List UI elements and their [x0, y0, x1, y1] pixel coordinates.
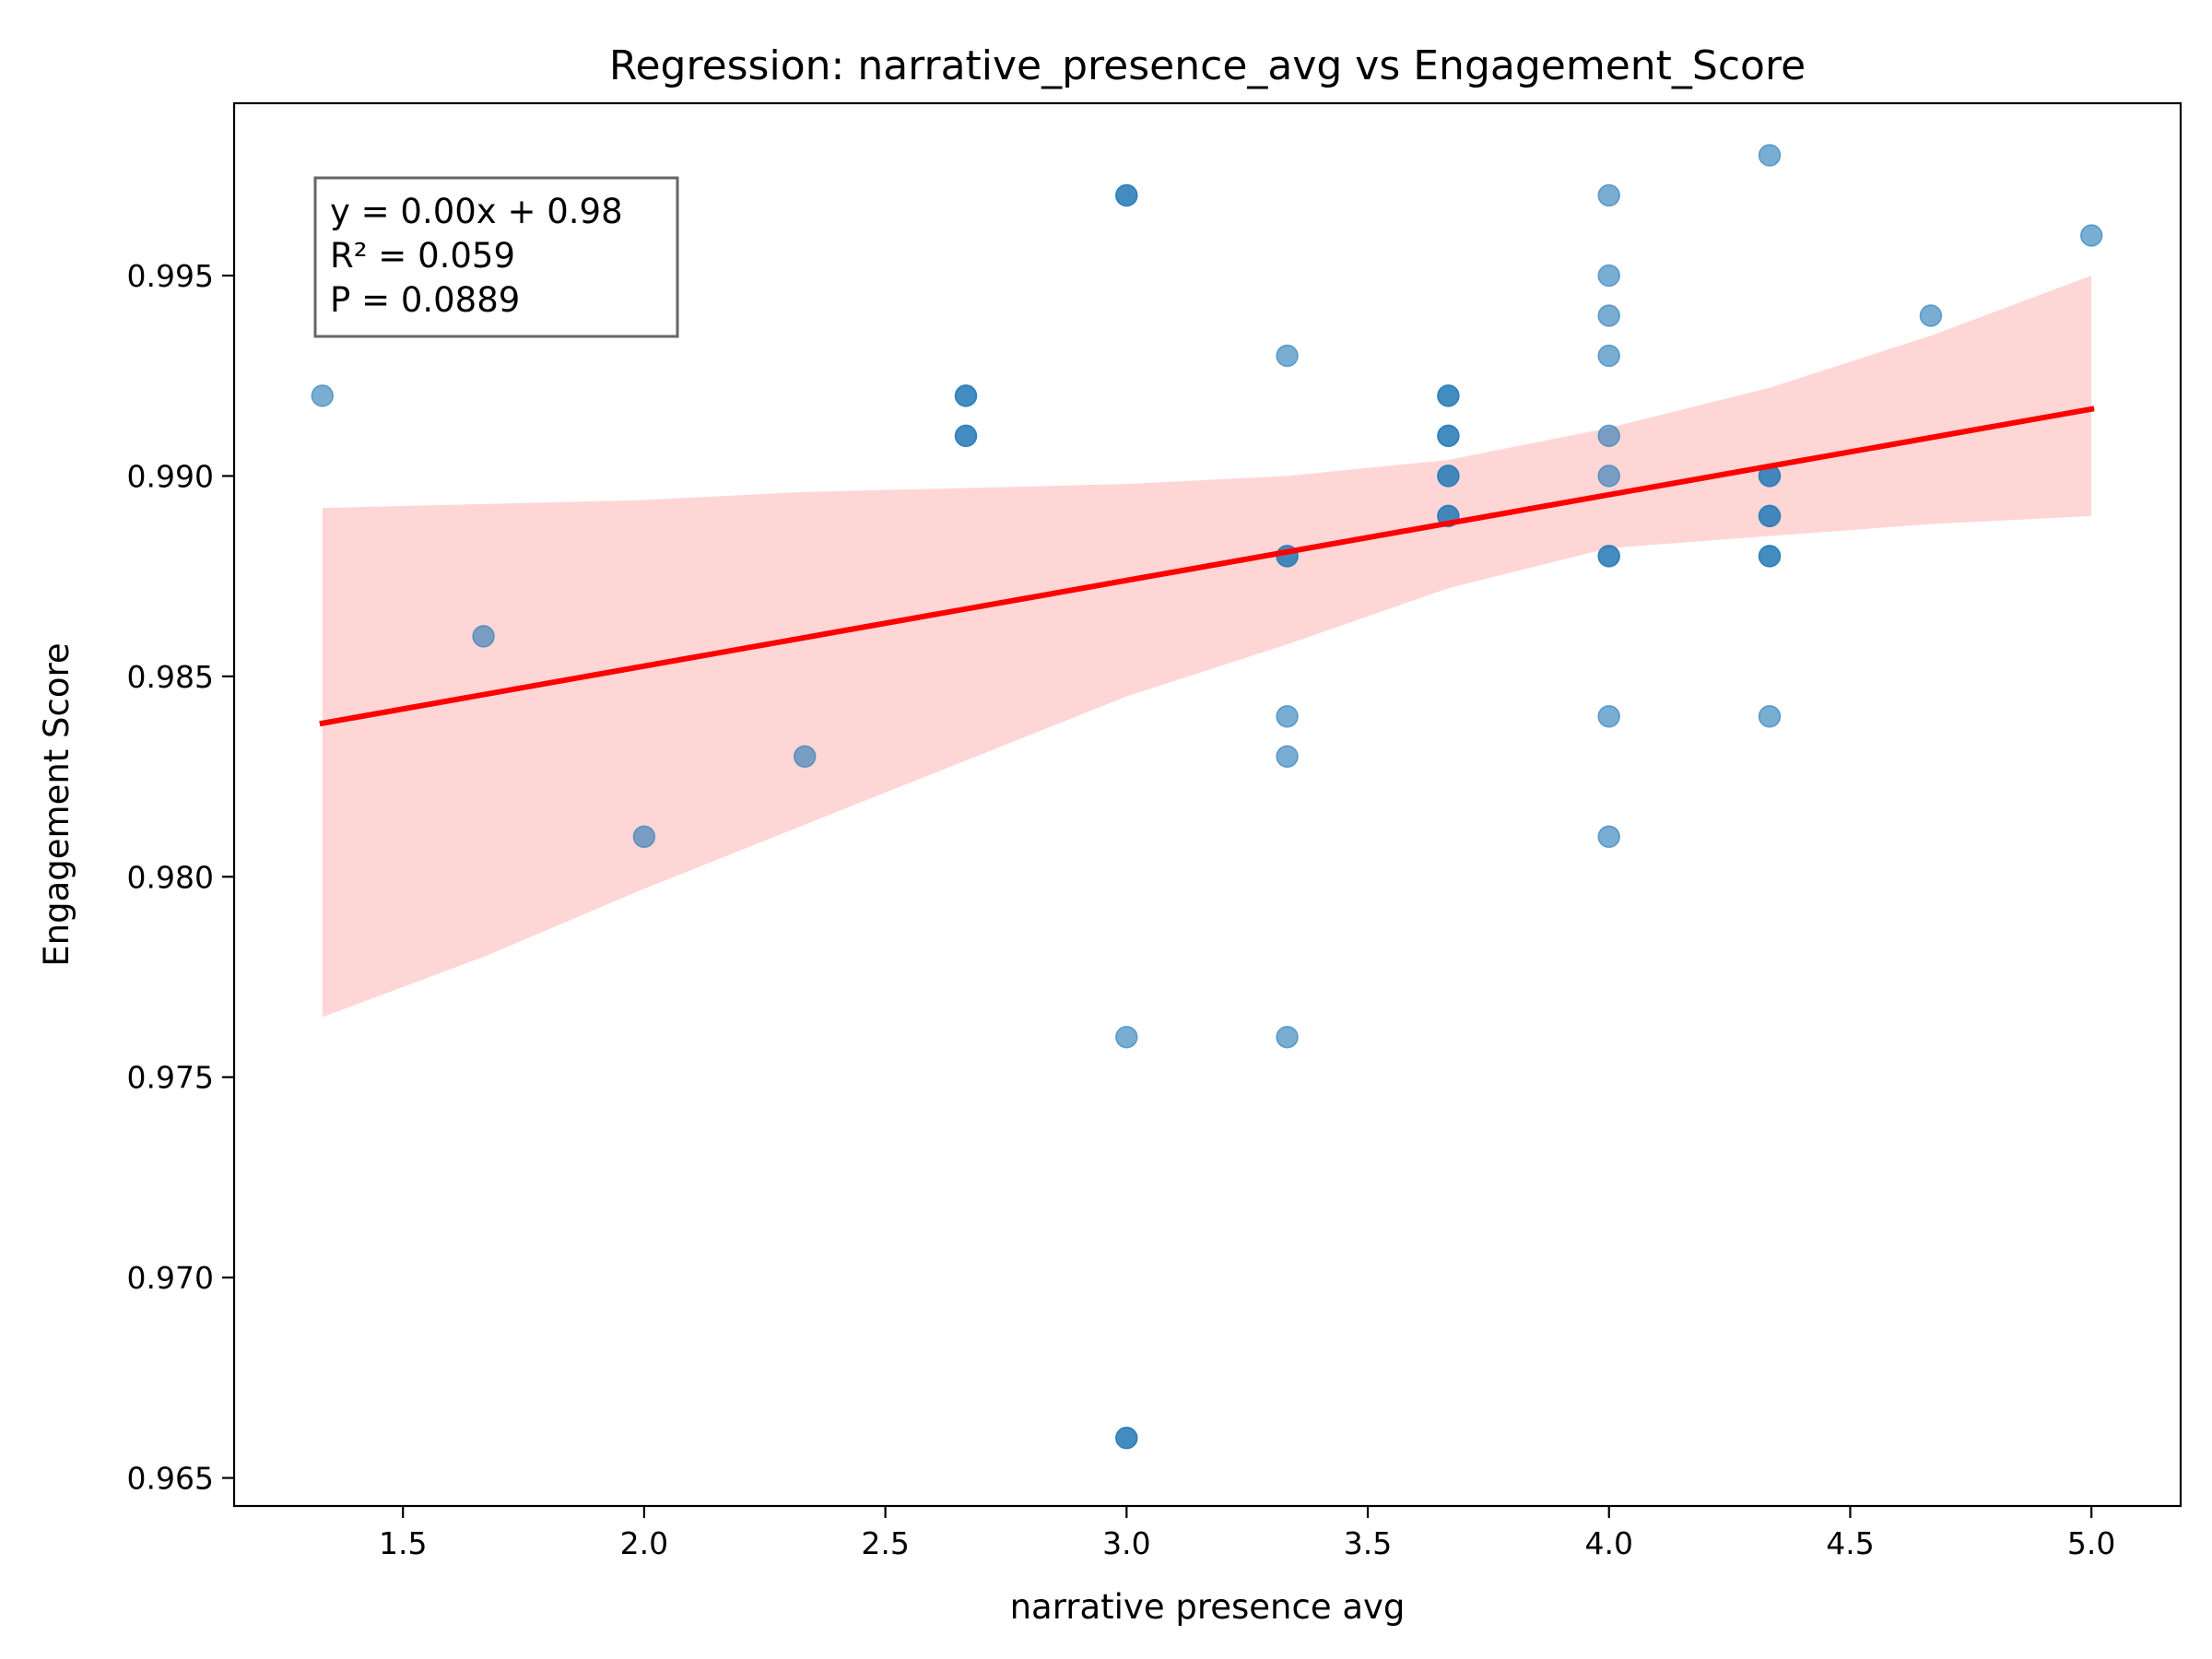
scatter-point — [1597, 304, 1620, 327]
scatter-point — [472, 625, 495, 648]
x-tick-label: 3.0 — [1102, 1525, 1150, 1561]
confidence-band — [322, 276, 2092, 1018]
y-tick-label: 0.975 — [127, 1060, 214, 1096]
regression-line — [319, 406, 2095, 727]
scatter-point — [1758, 705, 1782, 728]
scatter-point — [311, 384, 335, 407]
scatter-point — [1115, 1025, 1138, 1049]
y-tick-label: 0.995 — [127, 258, 214, 294]
stats-equation: y = 0.00x + 0.98 — [330, 192, 623, 231]
x-tick-label: 4.5 — [1826, 1525, 1874, 1561]
y-axis-label: Engagement Score — [37, 642, 76, 966]
scatter-point — [1919, 304, 1943, 327]
scatter-point — [1758, 504, 1782, 528]
scatter-point — [1597, 465, 1620, 488]
scatter-point — [1758, 545, 1782, 568]
chart-title: Regression: narrative_presence_avg vs En… — [609, 42, 1806, 89]
scatter-point — [1597, 344, 1620, 368]
stats-box-frame — [313, 176, 679, 338]
x-tick-label: 2.5 — [861, 1525, 909, 1561]
x-tick-label: 5.0 — [2067, 1525, 2115, 1561]
scatter-point — [1597, 705, 1620, 728]
y-tick-label: 0.980 — [127, 859, 214, 895]
x-tick-label: 3.5 — [1344, 1525, 1392, 1561]
x-axis-ticks: 1.5 2.0 2.5 3.0 3.5 4.0 4.5 5.0 — [379, 1506, 2115, 1561]
scatter-point — [1437, 384, 1460, 407]
scatter-point — [1597, 825, 1620, 849]
scatter-point — [1115, 183, 1138, 207]
stats-p-value: P = 0.0889 — [330, 280, 520, 320]
x-tick-label: 4.0 — [1585, 1525, 1633, 1561]
scatter-point — [1597, 424, 1620, 448]
scatter-point — [2079, 224, 2103, 247]
stats-box: y = 0.00x + 0.98 R² = 0.059 P = 0.0889 — [313, 176, 679, 338]
scatter-point — [1276, 705, 1299, 728]
scatter-point — [954, 424, 978, 448]
y-axis-ticks: 0.965 0.970 0.975 0.980 0.985 0.990 0.995 — [127, 258, 234, 1497]
y-tick-label: 0.965 — [127, 1461, 214, 1497]
scatter-point — [1276, 1025, 1299, 1049]
regression-line-layer — [319, 406, 2095, 727]
y-tick-label: 0.985 — [127, 659, 214, 695]
scatter-point — [1276, 745, 1299, 769]
scatter-point — [1115, 1426, 1138, 1450]
scatter-point — [954, 384, 978, 407]
points-layer — [311, 144, 2103, 1450]
y-tick-label: 0.990 — [127, 458, 214, 494]
scatter-point — [632, 825, 656, 849]
x-axis-label: narrative presence avg — [1010, 1587, 1406, 1627]
stats-r-squared: R² = 0.059 — [330, 236, 515, 276]
scatter-point — [1597, 183, 1620, 207]
scatter-point — [793, 745, 817, 769]
confidence-band-layer — [322, 276, 2092, 1018]
scatter-point — [1276, 344, 1299, 368]
scatter-point — [1597, 545, 1620, 568]
scatter-point — [1758, 144, 1782, 167]
scatter-point — [1597, 264, 1620, 288]
plot-frame — [232, 101, 2183, 1508]
scatter-point — [1437, 465, 1460, 488]
x-tick-label: 1.5 — [379, 1525, 427, 1561]
x-tick-label: 2.0 — [620, 1525, 668, 1561]
scatter-point — [1437, 424, 1460, 448]
y-tick-label: 0.970 — [127, 1260, 214, 1296]
